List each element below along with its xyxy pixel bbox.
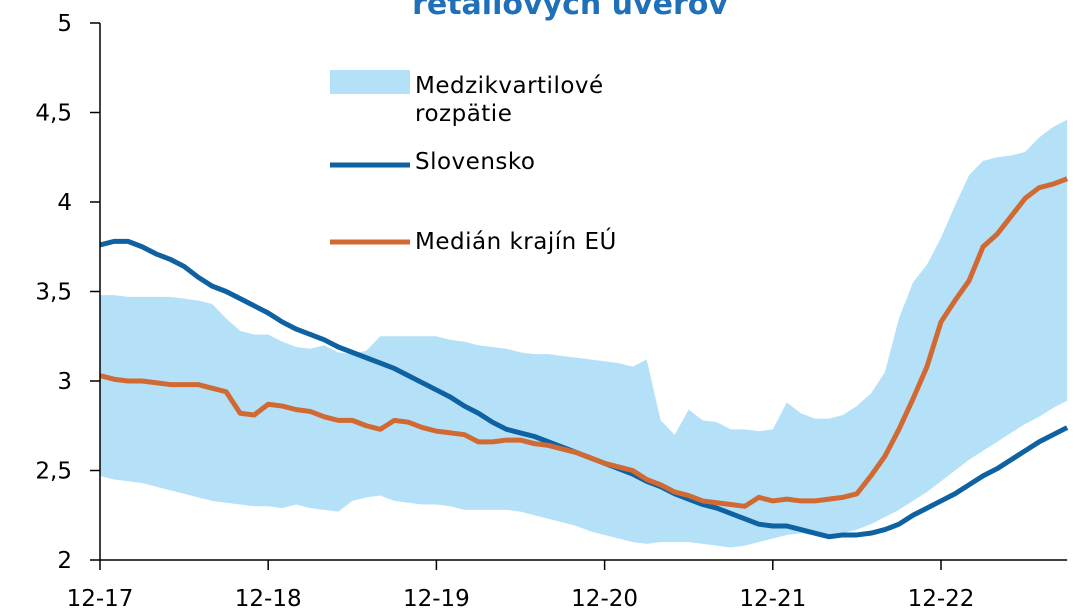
x-tick-label: 12-17 (67, 586, 134, 612)
legend-label: Medián krajín EÚ (415, 229, 617, 255)
band (100, 119, 1068, 548)
y-tick-label: 3 (57, 369, 72, 395)
y-tick-label: 3,5 (35, 280, 72, 306)
plot-area (99, 119, 1069, 548)
x-tick-label: 12-19 (403, 586, 470, 612)
legend-label: Medzikvartilové rozpätie (415, 73, 604, 127)
x-tick-label: 12-22 (908, 586, 975, 612)
x-tick-label: 12-20 (571, 586, 638, 612)
y-tick-label: 4 (57, 190, 72, 216)
y-tick-label: 2 (57, 548, 72, 574)
x-tick-label: 12-21 (739, 586, 806, 612)
legend-swatch (330, 70, 410, 94)
legend-label: Slovensko (415, 149, 536, 175)
y-tick-label: 5 (57, 11, 72, 37)
line (99, 176, 1069, 509)
y-tick-label: 4,5 (35, 101, 72, 127)
chart-title: retailových úverov (412, 0, 728, 22)
y-tick-label: 2,5 (35, 459, 72, 485)
x-tick-label: 12-18 (235, 586, 302, 612)
